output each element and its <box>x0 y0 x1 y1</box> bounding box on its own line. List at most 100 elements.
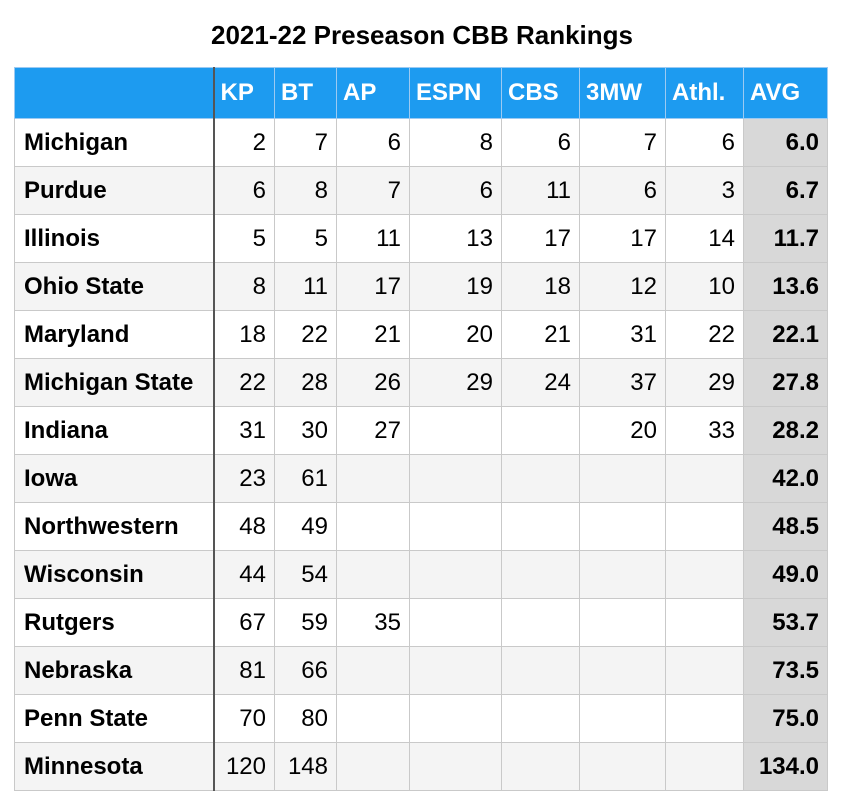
rank-cell: 19 <box>409 262 502 311</box>
rank-cell: 20 <box>579 406 666 455</box>
average-cell: 6.0 <box>743 118 828 167</box>
rank-cell: 6 <box>579 166 666 215</box>
table-row: Michigan State 22 28 26 29 24 37 29 27.8 <box>14 358 828 407</box>
rank-cell: 49 <box>274 502 337 551</box>
average-cell: 49.0 <box>743 550 828 599</box>
header-team <box>14 67 215 119</box>
rank-cell: 80 <box>274 694 337 743</box>
rank-cell <box>579 694 666 743</box>
rank-cell <box>409 694 502 743</box>
average-cell: 134.0 <box>743 742 828 791</box>
rank-cell <box>501 742 580 791</box>
header-cbs: CBS <box>501 67 580 119</box>
average-cell: 73.5 <box>743 646 828 695</box>
rank-cell: 59 <box>274 598 337 647</box>
rank-cell <box>336 694 410 743</box>
rank-cell: 7 <box>579 118 666 167</box>
team-name: Wisconsin <box>14 550 215 599</box>
average-cell: 48.5 <box>743 502 828 551</box>
rank-cell: 22 <box>213 358 275 407</box>
team-name: Illinois <box>14 214 215 263</box>
rank-cell: 29 <box>409 358 502 407</box>
average-cell: 11.7 <box>743 214 828 263</box>
rank-cell: 7 <box>274 118 337 167</box>
header-3mw: 3MW <box>579 67 666 119</box>
rank-cell: 6 <box>213 166 275 215</box>
team-name: Rutgers <box>14 598 215 647</box>
rank-cell: 20 <box>409 310 502 359</box>
rank-cell: 18 <box>213 310 275 359</box>
rank-cell: 6 <box>336 118 410 167</box>
rank-cell: 66 <box>274 646 337 695</box>
rank-cell: 35 <box>336 598 410 647</box>
rank-cell <box>579 598 666 647</box>
rank-cell: 12 <box>579 262 666 311</box>
rank-cell: 67 <box>213 598 275 647</box>
team-name: Maryland <box>14 310 215 359</box>
team-name: Penn State <box>14 694 215 743</box>
rank-cell: 31 <box>579 310 666 359</box>
rank-cell: 54 <box>274 550 337 599</box>
rank-cell: 21 <box>336 310 410 359</box>
team-name: Northwestern <box>14 502 215 551</box>
rank-cell <box>409 742 502 791</box>
team-name: Nebraska <box>14 646 215 695</box>
rank-cell: 7 <box>336 166 410 215</box>
rank-cell: 28 <box>274 358 337 407</box>
rank-cell <box>579 550 666 599</box>
rank-cell <box>409 550 502 599</box>
rank-cell <box>579 646 666 695</box>
rank-cell: 48 <box>213 502 275 551</box>
rank-cell <box>501 454 580 503</box>
table-row: Northwestern 48 49 48.5 <box>14 502 828 551</box>
rank-cell: 5 <box>213 214 275 263</box>
rank-cell <box>665 694 744 743</box>
table-row: Minnesota 120 148 134.0 <box>14 742 828 791</box>
rank-cell: 30 <box>274 406 337 455</box>
rank-cell: 5 <box>274 214 337 263</box>
rank-cell: 6 <box>409 166 502 215</box>
table-row: Indiana 31 30 27 20 33 28.2 <box>14 406 828 455</box>
table-row: Illinois 5 5 11 13 17 17 14 11.7 <box>14 214 828 263</box>
header-athl: Athl. <box>665 67 744 119</box>
rank-cell: 81 <box>213 646 275 695</box>
rank-cell: 10 <box>665 262 744 311</box>
rank-cell: 26 <box>336 358 410 407</box>
rank-cell: 8 <box>213 262 275 311</box>
header-ap: AP <box>336 67 410 119</box>
average-cell: 42.0 <box>743 454 828 503</box>
table-row: Iowa 23 61 42.0 <box>14 454 828 503</box>
rank-cell: 61 <box>274 454 337 503</box>
header-row: KP BT AP ESPN CBS 3MW Athl. AVG <box>14 67 828 119</box>
rank-cell: 23 <box>213 454 275 503</box>
rank-cell <box>579 454 666 503</box>
team-name: Ohio State <box>14 262 215 311</box>
table-row: Penn State 70 80 75.0 <box>14 694 828 743</box>
rank-cell <box>409 646 502 695</box>
rank-cell <box>336 454 410 503</box>
rank-cell: 31 <box>213 406 275 455</box>
team-name: Michigan State <box>14 358 215 407</box>
rank-cell: 18 <box>501 262 580 311</box>
rank-cell: 29 <box>665 358 744 407</box>
rank-cell <box>665 598 744 647</box>
rank-cell <box>409 502 502 551</box>
rank-cell: 37 <box>579 358 666 407</box>
rank-cell <box>336 550 410 599</box>
table-row: Rutgers 67 59 35 53.7 <box>14 598 828 647</box>
rankings-table: KP BT AP ESPN CBS 3MW Athl. AVG Michigan… <box>14 67 828 791</box>
rank-cell: 13 <box>409 214 502 263</box>
team-name: Iowa <box>14 454 215 503</box>
rank-cell <box>665 454 744 503</box>
rank-cell: 44 <box>213 550 275 599</box>
rank-cell: 2 <box>213 118 275 167</box>
rank-cell: 22 <box>274 310 337 359</box>
average-cell: 27.8 <box>743 358 828 407</box>
rank-cell: 11 <box>274 262 337 311</box>
rank-cell: 11 <box>501 166 580 215</box>
rank-cell <box>501 694 580 743</box>
rank-cell: 148 <box>274 742 337 791</box>
rank-cell: 8 <box>409 118 502 167</box>
team-name: Michigan <box>14 118 215 167</box>
table-row: Maryland 18 22 21 20 21 31 22 22.1 <box>14 310 828 359</box>
